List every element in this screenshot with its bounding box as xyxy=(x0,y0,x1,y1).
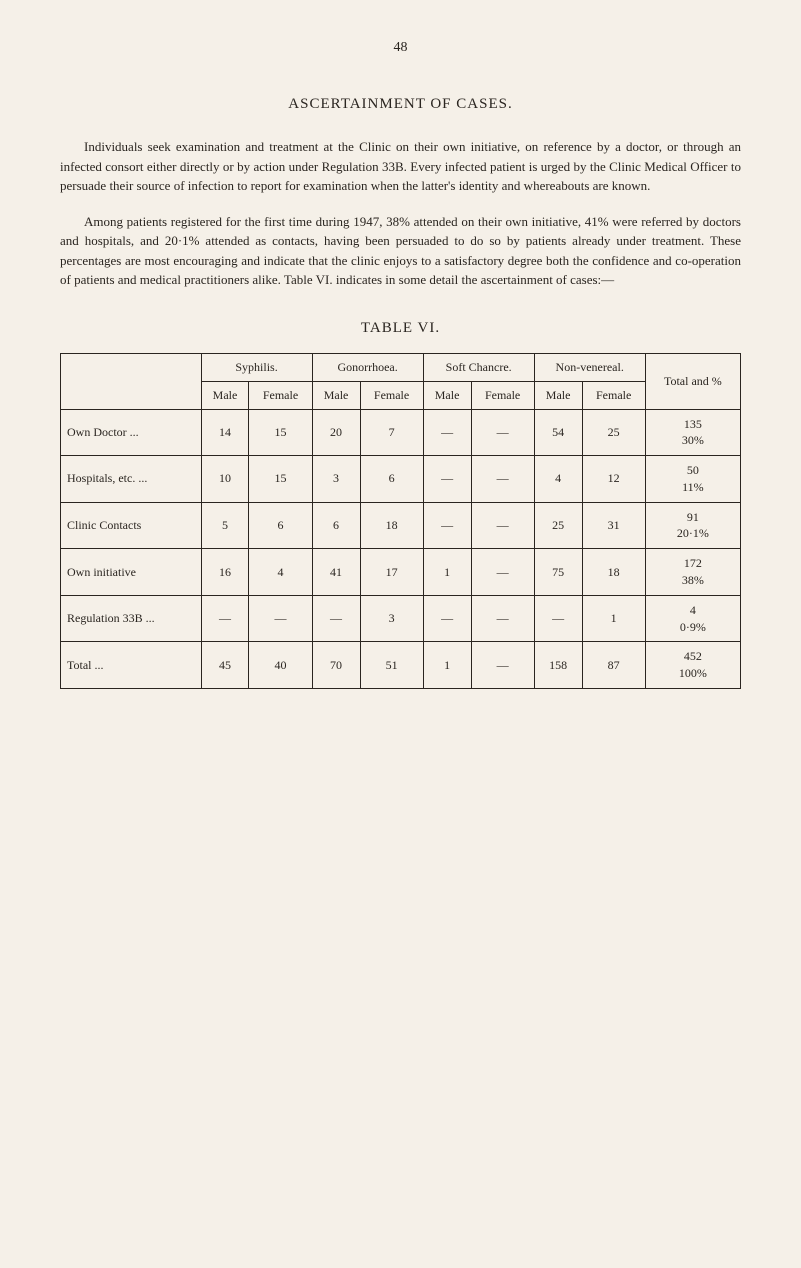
table-cell: 3 xyxy=(360,595,423,642)
row-total: 40·9% xyxy=(645,595,740,642)
table-cell: 25 xyxy=(534,502,582,549)
table-cell: 10 xyxy=(201,456,249,503)
table-cell: 5 xyxy=(201,502,249,549)
sub-header-syphilis-female: Female xyxy=(249,381,312,409)
section-heading: ASCERTAINMENT OF CASES. xyxy=(60,96,741,113)
sub-header-syphilis-male: Male xyxy=(201,381,249,409)
table-cell: 75 xyxy=(534,549,582,596)
table-cell: 18 xyxy=(360,502,423,549)
table-cell: 25 xyxy=(582,409,645,456)
table-cell: — xyxy=(534,595,582,642)
page-number: 48 xyxy=(60,40,741,56)
table-cell: 4 xyxy=(534,456,582,503)
table-cell: 6 xyxy=(249,502,312,549)
table-cell: 3 xyxy=(312,456,360,503)
row-label: Own initiative xyxy=(61,549,202,596)
table-row: Regulation 33B ...———3———140·9% xyxy=(61,595,741,642)
paragraph-1: Individuals seek examination and treatme… xyxy=(60,137,741,196)
table-cell: — xyxy=(471,549,534,596)
table-row: Clinic Contacts56618——25319120·1% xyxy=(61,502,741,549)
table-cell: — xyxy=(471,456,534,503)
table-cell: 45 xyxy=(201,642,249,689)
table-cell: 15 xyxy=(249,409,312,456)
sub-header-non-venereal-male: Male xyxy=(534,381,582,409)
sub-header-gonorrhoea-female: Female xyxy=(360,381,423,409)
row-total: 5011% xyxy=(645,456,740,503)
table-row: Total ...454070511—15887452100% xyxy=(61,642,741,689)
table-cell: 40 xyxy=(249,642,312,689)
sub-header-soft-chancre-male: Male xyxy=(423,381,471,409)
row-total: 13530% xyxy=(645,409,740,456)
sub-header-soft-chancre-female: Female xyxy=(471,381,534,409)
table-cell: 31 xyxy=(582,502,645,549)
sub-header-gonorrhoea-male: Male xyxy=(312,381,360,409)
table-row: Own initiative16441171—751817238% xyxy=(61,549,741,596)
table-cell: — xyxy=(471,642,534,689)
row-label: Total ... xyxy=(61,642,202,689)
table-cell: — xyxy=(423,409,471,456)
table-cell: — xyxy=(312,595,360,642)
table-cell: — xyxy=(423,502,471,549)
table-row: Own Doctor ...1415207——542513530% xyxy=(61,409,741,456)
table-cell: 70 xyxy=(312,642,360,689)
soft-chancre-header: Soft Chancre. xyxy=(423,353,534,381)
row-total: 17238% xyxy=(645,549,740,596)
table-cell: 41 xyxy=(312,549,360,596)
table-cell: 54 xyxy=(534,409,582,456)
table-cell: — xyxy=(249,595,312,642)
table-cell: — xyxy=(471,409,534,456)
non-venereal-header: Non-venereal. xyxy=(534,353,645,381)
table-cell: 20 xyxy=(312,409,360,456)
row-label: Own Doctor ... xyxy=(61,409,202,456)
table-cell: 1 xyxy=(423,642,471,689)
row-label: Regulation 33B ... xyxy=(61,595,202,642)
table-cell: 7 xyxy=(360,409,423,456)
table-cell: — xyxy=(423,595,471,642)
table-cell: — xyxy=(471,595,534,642)
table-cell: 15 xyxy=(249,456,312,503)
table-cell: 14 xyxy=(201,409,249,456)
blank-header xyxy=(61,353,202,409)
table-cell: 6 xyxy=(312,502,360,549)
table-row: Hospitals, etc. ...101536——4125011% xyxy=(61,456,741,503)
row-total: 452100% xyxy=(645,642,740,689)
table-cell: 18 xyxy=(582,549,645,596)
row-label: Hospitals, etc. ... xyxy=(61,456,202,503)
table-cell: — xyxy=(471,502,534,549)
table-cell: 1 xyxy=(423,549,471,596)
table-cell: 12 xyxy=(582,456,645,503)
paragraph-2: Among patients registered for the first … xyxy=(60,212,741,290)
total-header: Total and % xyxy=(645,353,740,409)
table-cell: 4 xyxy=(249,549,312,596)
syphilis-header: Syphilis. xyxy=(201,353,312,381)
table-cell: — xyxy=(423,456,471,503)
table-cell: — xyxy=(201,595,249,642)
ascertainment-table: Syphilis. Gonorrhoea. Soft Chancre. Non-… xyxy=(60,353,741,690)
table-cell: 16 xyxy=(201,549,249,596)
row-label: Clinic Contacts xyxy=(61,502,202,549)
table-cell: 158 xyxy=(534,642,582,689)
table-cell: 87 xyxy=(582,642,645,689)
table-title: TABLE VI. xyxy=(60,320,741,337)
gonorrhoea-header: Gonorrhoea. xyxy=(312,353,423,381)
table-cell: 1 xyxy=(582,595,645,642)
table-cell: 17 xyxy=(360,549,423,596)
table-cell: 51 xyxy=(360,642,423,689)
row-total: 9120·1% xyxy=(645,502,740,549)
table-cell: 6 xyxy=(360,456,423,503)
sub-header-non-venereal-female: Female xyxy=(582,381,645,409)
